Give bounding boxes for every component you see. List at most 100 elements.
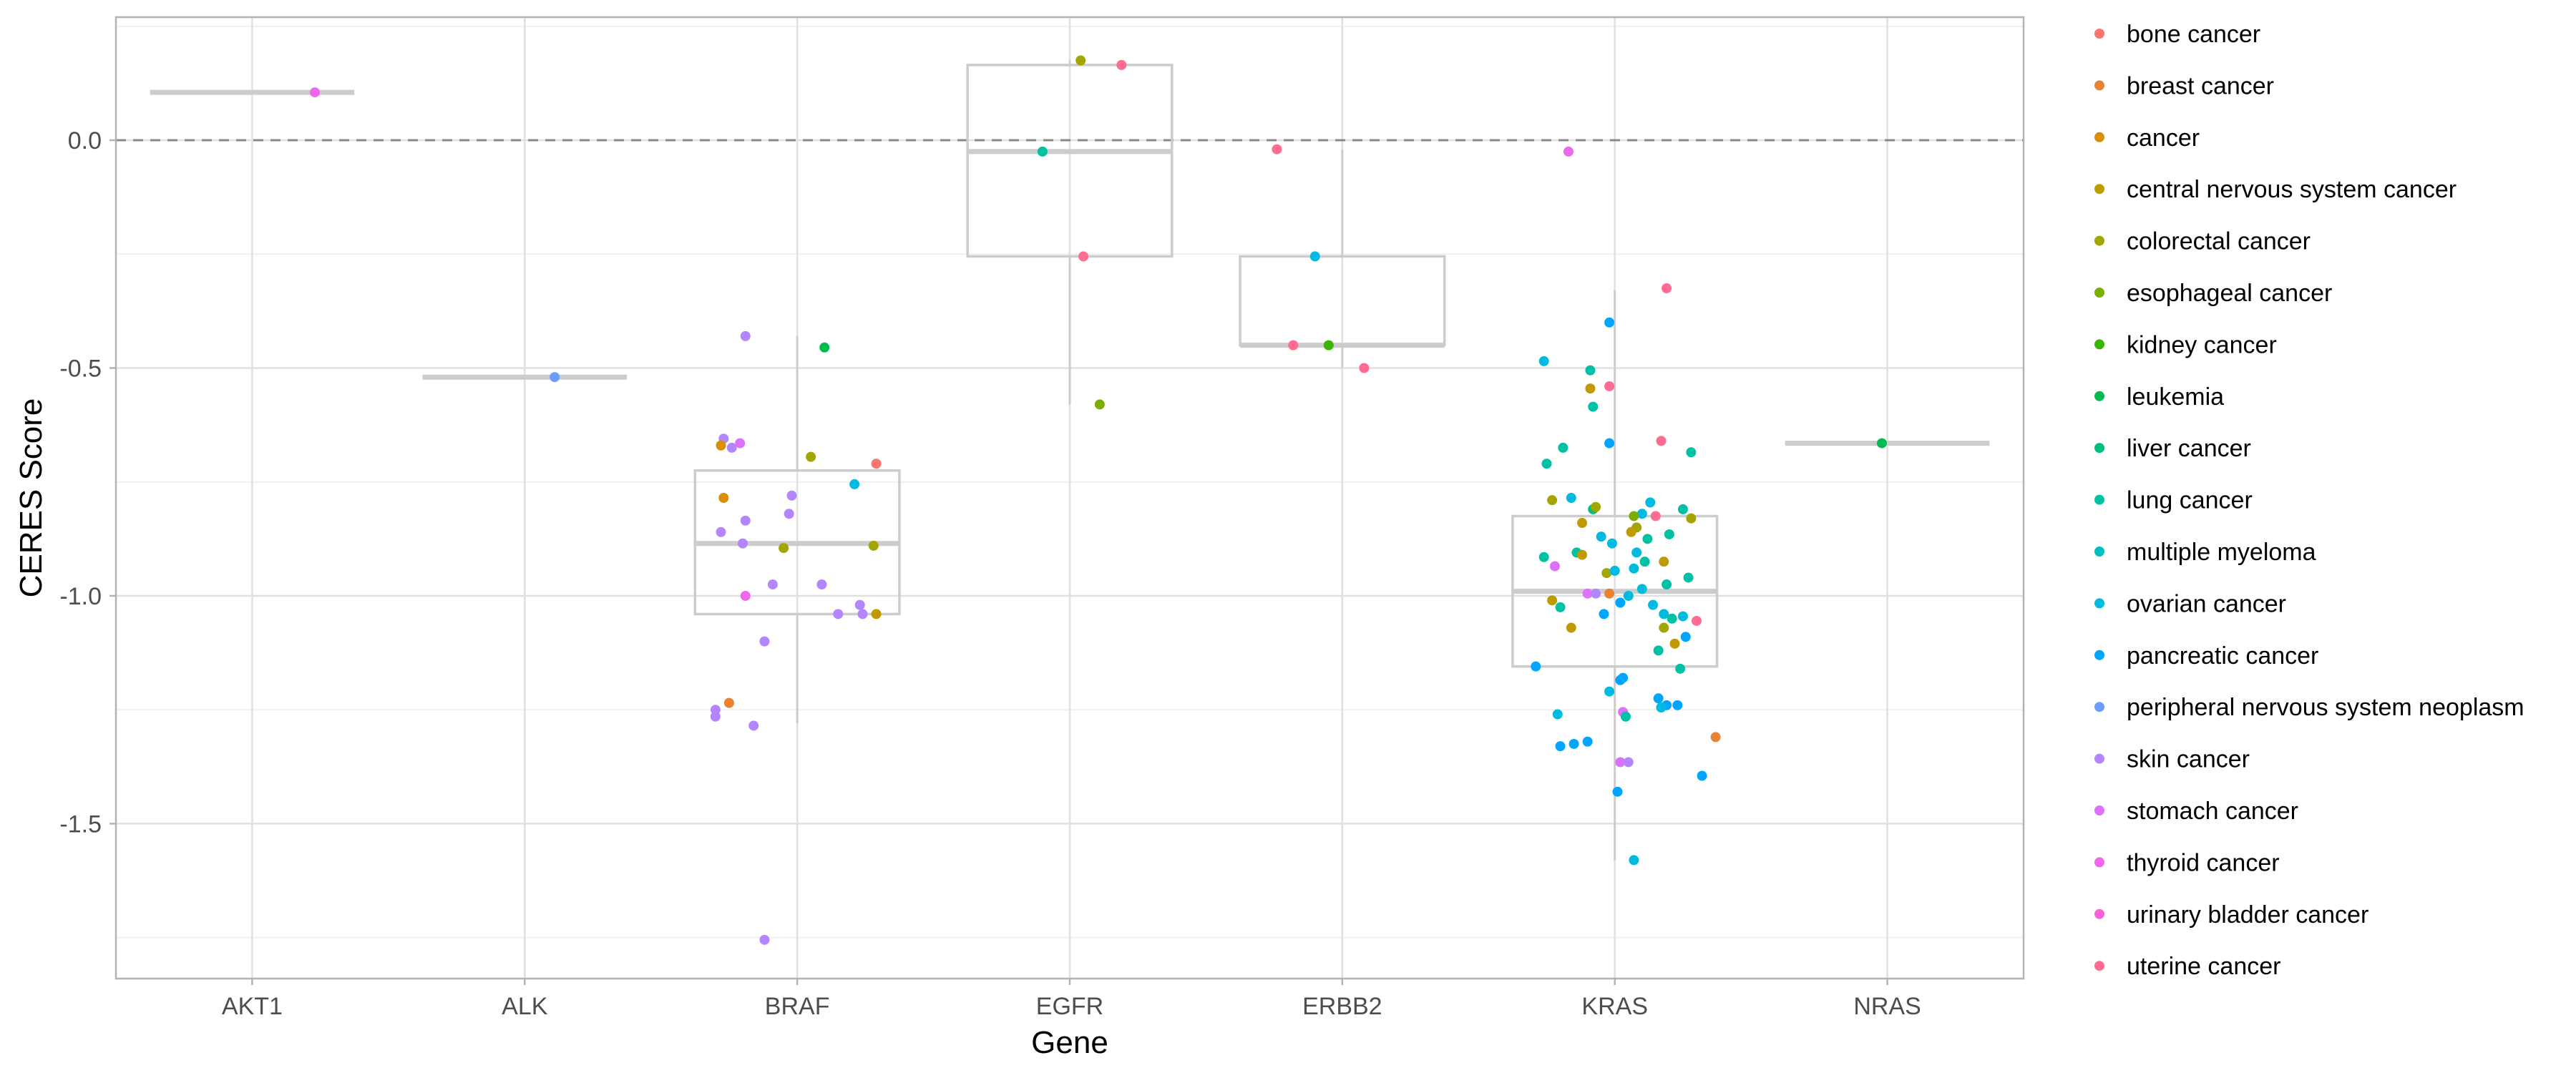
- data-point: [1656, 702, 1667, 713]
- data-point: [1659, 557, 1669, 567]
- data-point: [1623, 590, 1634, 601]
- legend-item: thyroid cancer: [2094, 849, 2280, 876]
- data-point: [550, 372, 560, 383]
- legend-label: central nervous system cancer: [2127, 176, 2457, 203]
- data-point: [1615, 675, 1626, 685]
- legend-label: skin cancer: [2127, 746, 2250, 773]
- data-point: [1601, 568, 1612, 579]
- legend-item: skin cancer: [2094, 746, 2250, 773]
- data-point: [1585, 365, 1596, 376]
- data-point: [1531, 661, 1541, 672]
- data-point: [1323, 340, 1334, 351]
- data-point: [1876, 438, 1887, 449]
- data-point: [1558, 442, 1568, 453]
- legend-key: [2094, 184, 2104, 195]
- legend-item: central nervous system cancer: [2094, 176, 2457, 203]
- legend-label: uterine cancer: [2127, 953, 2280, 980]
- box-iqr: [966, 64, 1174, 258]
- legend-label: lung cancer: [2127, 487, 2253, 514]
- data-point: [1309, 251, 1320, 262]
- legend-key: [2094, 391, 2104, 401]
- x-tick-label: ALK: [502, 993, 548, 1020]
- data-point: [759, 934, 770, 945]
- legend-key: [2094, 702, 2104, 712]
- data-point: [1588, 401, 1599, 412]
- data-point: [1650, 511, 1661, 521]
- data-point: [1645, 497, 1656, 508]
- data-point: [1591, 588, 1601, 599]
- box-egfr: [966, 60, 1174, 405]
- data-point: [1604, 686, 1615, 697]
- data-point: [748, 720, 759, 731]
- legend-item: peripheral nervous system neoplasm: [2094, 694, 2524, 721]
- data-point: [1642, 534, 1653, 544]
- legend-item: uterine cancer: [2094, 953, 2280, 980]
- legend-label: liver cancer: [2127, 435, 2251, 462]
- y-tick-label: -1.0: [59, 583, 102, 610]
- data-point: [1664, 529, 1674, 539]
- data-point: [1585, 383, 1596, 394]
- data-point: [710, 711, 721, 722]
- data-point: [1691, 615, 1702, 626]
- data-point: [1648, 599, 1659, 610]
- data-point: [1582, 736, 1593, 747]
- legend-label: pancreatic cancer: [2127, 642, 2318, 670]
- data-point: [849, 479, 860, 489]
- data-point: [1288, 340, 1299, 351]
- data-point: [1659, 609, 1669, 619]
- data-point: [1604, 381, 1615, 391]
- data-point: [1566, 622, 1576, 633]
- legend-label: peripheral nervous system neoplasm: [2127, 694, 2524, 721]
- box-kras: [1511, 290, 1719, 861]
- data-point: [1683, 572, 1694, 583]
- box-erbb2: [1239, 149, 1446, 368]
- data-point: [871, 609, 882, 619]
- data-point: [1604, 438, 1615, 449]
- data-point: [737, 538, 748, 549]
- data-point: [1615, 757, 1626, 768]
- data-point: [1563, 146, 1574, 157]
- data-point: [735, 438, 746, 449]
- legend-label: breast cancer: [2127, 72, 2274, 99]
- data-point: [1659, 622, 1669, 633]
- legend-key: [2094, 547, 2104, 557]
- data-point: [1604, 317, 1615, 328]
- x-tick-label: ERBB2: [1302, 993, 1382, 1020]
- legend-key: [2094, 443, 2104, 454]
- data-point: [1653, 645, 1664, 656]
- data-point: [767, 579, 778, 590]
- legend-key: [2094, 494, 2104, 505]
- data-point: [1549, 561, 1560, 572]
- legend-key: [2094, 961, 2104, 971]
- data-point: [1672, 700, 1683, 710]
- data-point: [1615, 597, 1626, 608]
- data-point: [1686, 513, 1697, 524]
- legend-key: [2094, 805, 2104, 815]
- data-point: [759, 636, 770, 647]
- data-point: [1577, 518, 1588, 529]
- legend-key: [2094, 857, 2104, 868]
- data-point: [1629, 563, 1639, 574]
- x-tick-label: AKT1: [222, 993, 283, 1020]
- x-axis-ticks: AKT1 ALK BRAF EGFR ERBB2 KRAS NRAS: [222, 979, 1921, 1020]
- data-point: [1675, 663, 1686, 674]
- legend-label: ovarian cancer: [2127, 590, 2286, 617]
- legend-label: urinary bladder cancer: [2127, 901, 2368, 929]
- data-point: [1116, 59, 1127, 70]
- data-point: [1566, 493, 1576, 503]
- legend-key: [2094, 288, 2104, 298]
- data-point: [1538, 552, 1549, 562]
- data-point: [1680, 632, 1691, 642]
- legend: bone cancer breast cancer cancer central ne…: [2094, 21, 2524, 980]
- legend-item: urinary bladder cancer: [2094, 901, 2368, 929]
- data-point: [740, 515, 751, 526]
- y-tick-label: -1.5: [59, 810, 102, 838]
- legend-label: stomach cancer: [2127, 798, 2298, 825]
- data-point: [1596, 531, 1606, 542]
- legend-label: cancer: [2127, 124, 2200, 152]
- data-point: [1662, 283, 1672, 293]
- x-tick-label: KRAS: [1581, 993, 1648, 1020]
- data-point: [1359, 363, 1370, 373]
